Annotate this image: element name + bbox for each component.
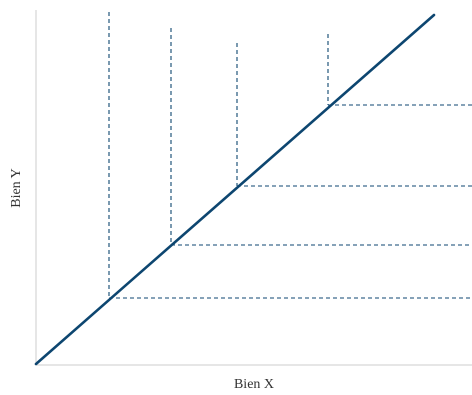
vertical-guides	[108, 12, 329, 298]
diagonal-line	[34, 13, 436, 366]
horizontal-guides	[109, 104, 472, 299]
x-axis-label: Bien X	[234, 377, 274, 392]
y-axis-label: Bien Y	[9, 168, 24, 208]
